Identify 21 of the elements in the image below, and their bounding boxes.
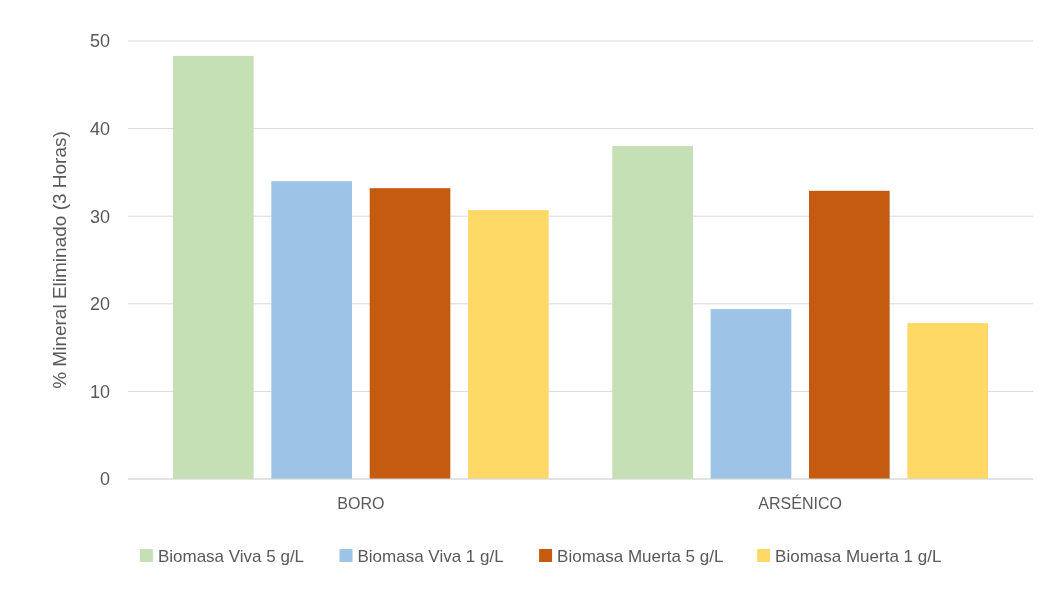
y-tick-label: 50	[89, 31, 110, 52]
y-tick-label: 10	[89, 381, 110, 402]
y-tick-label: 20	[89, 294, 110, 315]
legend-label: Biomasa Viva 5 g/L	[157, 546, 305, 566]
bar	[172, 55, 254, 479]
bar	[271, 181, 352, 479]
bar	[369, 188, 451, 479]
bar	[809, 190, 890, 479]
legend-label: Biomasa Viva 1 g/L	[357, 546, 504, 566]
bar	[907, 323, 989, 479]
legend-label: Biomasa Muerta 5 g/L	[557, 546, 724, 566]
bar	[468, 210, 549, 479]
x-tick-label: BORO	[337, 495, 385, 512]
y-tick-label: 30	[89, 206, 110, 227]
bar	[612, 146, 693, 479]
bar	[710, 309, 792, 479]
y-tick-label: 0	[99, 469, 110, 490]
legend-label: Biomasa Muerta 1 g/L	[775, 546, 942, 566]
x-tick-label: ARSÉNICO	[758, 494, 842, 512]
y-tick-label: 40	[89, 118, 110, 139]
y-axis-title: % Mineral Eliminado (3 Horas)	[49, 131, 70, 389]
